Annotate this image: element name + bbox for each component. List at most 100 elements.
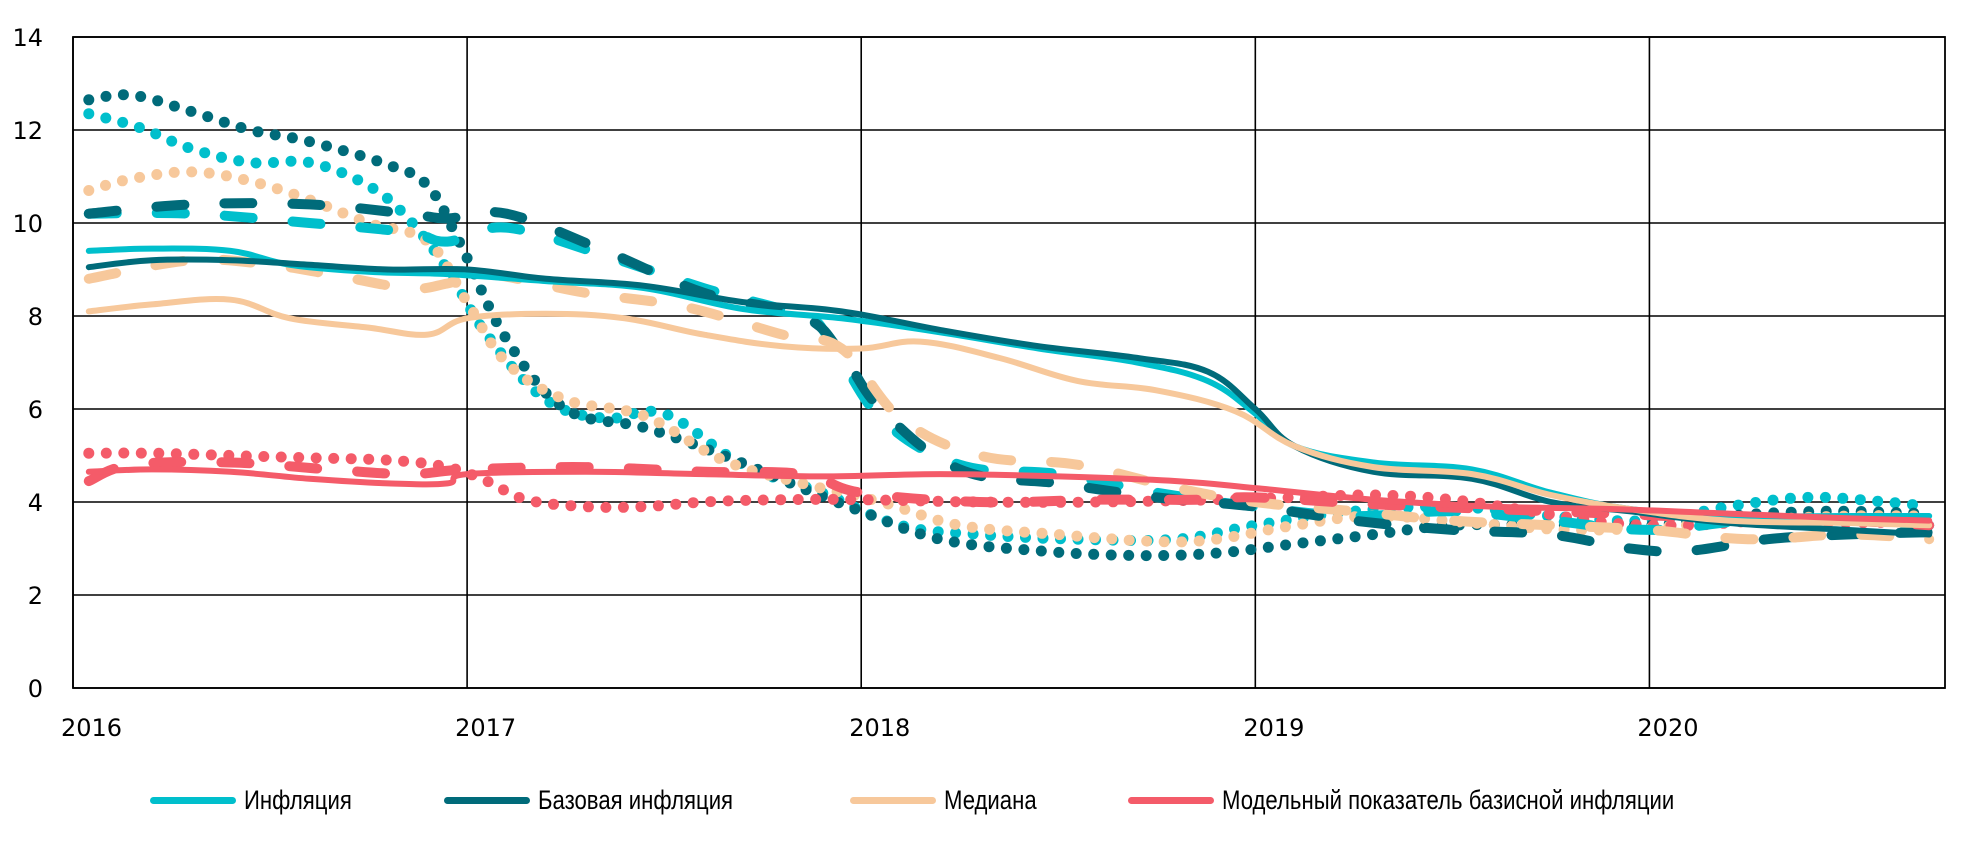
series-dot	[593, 412, 605, 424]
series-dot	[1035, 545, 1047, 557]
series-dot	[1228, 531, 1240, 542]
series-dot	[1889, 497, 1901, 509]
series-dot	[476, 322, 488, 334]
series-dot	[153, 447, 165, 459]
y-tick-label: 8	[28, 303, 43, 331]
legend-label: Базовая инфляция	[538, 784, 734, 815]
series-dot	[1280, 539, 1292, 551]
series-dot	[354, 150, 366, 161]
series-dot	[252, 126, 264, 138]
series-dot	[687, 497, 699, 509]
series-dot	[337, 207, 349, 219]
y-tick-label: 14	[12, 24, 43, 52]
series-dot	[845, 494, 857, 506]
series-dot	[418, 176, 430, 188]
series-dot	[432, 246, 444, 258]
series-dot	[548, 498, 559, 510]
series-dot	[730, 459, 742, 471]
series-dot	[352, 174, 364, 186]
series-dot	[1384, 526, 1396, 538]
legend-swatch-core-inflation	[444, 796, 530, 804]
series-dot	[1837, 492, 1849, 504]
series-dotted-10	[83, 166, 1920, 548]
series-dot	[931, 533, 943, 545]
series-dot	[134, 171, 146, 183]
series-dot	[185, 105, 197, 117]
series-dot	[950, 496, 962, 508]
y-tick-label: 0	[28, 675, 43, 703]
series-dot	[118, 447, 130, 459]
series-dot	[757, 494, 769, 506]
series-dot	[932, 495, 944, 507]
series-dot	[600, 501, 612, 513]
series-dot	[381, 192, 393, 204]
series-dot	[302, 156, 314, 168]
legend-label: Инфляция	[244, 784, 352, 815]
series-dot	[387, 161, 399, 173]
series-dot	[620, 405, 632, 417]
series-dot	[568, 408, 580, 420]
series-dashed-4	[83, 207, 1935, 535]
legend-swatch-inflation	[150, 796, 236, 804]
series-dot	[1405, 490, 1416, 502]
series-dot	[380, 454, 392, 466]
series-dot	[713, 452, 725, 464]
series-dot	[371, 155, 383, 167]
series-dot	[1349, 531, 1361, 543]
series-dot	[100, 179, 111, 191]
series-dot	[83, 447, 95, 459]
series-dot	[337, 145, 349, 157]
series-dot	[1732, 499, 1744, 511]
series-dot	[797, 478, 809, 490]
series-dot	[271, 183, 283, 195]
legend-item-core-inflation[interactable]: Базовая инфляция	[444, 780, 776, 820]
series-dot	[255, 178, 266, 190]
x-tick-label: 2016	[61, 714, 122, 742]
series-dot	[654, 426, 665, 438]
series-dot	[1071, 530, 1083, 542]
series-dot	[100, 90, 112, 102]
y-tick-label: 2	[28, 582, 43, 610]
series-dot	[304, 136, 315, 148]
series-dot	[100, 112, 112, 124]
series-dot	[1106, 533, 1118, 545]
series-dot	[1907, 499, 1918, 511]
series-solid-3	[85, 466, 1933, 524]
series-dot	[182, 142, 194, 153]
series-dot	[353, 214, 365, 225]
series-dot	[536, 383, 548, 395]
series-layer	[83, 89, 1935, 562]
series-dot	[1245, 527, 1257, 539]
legend-item-model-core[interactable]: Модельный показатель базисной инфляции	[1128, 780, 1774, 820]
series-dot	[1000, 542, 1012, 554]
legend-item-inflation[interactable]: Инфляция	[150, 780, 375, 820]
series-line	[85, 256, 1933, 538]
series-dot	[482, 476, 494, 488]
series-dot	[617, 501, 629, 513]
legend-swatch-model-core	[1128, 796, 1214, 804]
series-dot	[117, 89, 129, 101]
series-dot	[1314, 535, 1326, 547]
plot-border	[72, 36, 1946, 689]
series-dot	[740, 494, 752, 506]
series-dashed-5	[83, 198, 1935, 557]
series-dot	[810, 493, 822, 505]
series-dot	[475, 284, 487, 296]
series-dot	[250, 157, 262, 169]
series-dot	[269, 129, 281, 141]
series-dot	[398, 455, 410, 467]
series-solid-2	[85, 296, 1933, 529]
series-dot	[849, 503, 861, 515]
series-dot	[582, 501, 594, 513]
series-line	[83, 198, 1935, 557]
legend-item-median[interactable]: Медиана	[850, 780, 1057, 820]
series-dot	[1750, 497, 1762, 508]
series-dot	[345, 453, 357, 465]
series-dot	[483, 300, 494, 312]
series-dot	[490, 316, 502, 328]
series-dot	[1297, 518, 1309, 530]
series-dot	[620, 418, 632, 430]
series-dot	[458, 292, 470, 304]
grid	[72, 36, 1945, 689]
